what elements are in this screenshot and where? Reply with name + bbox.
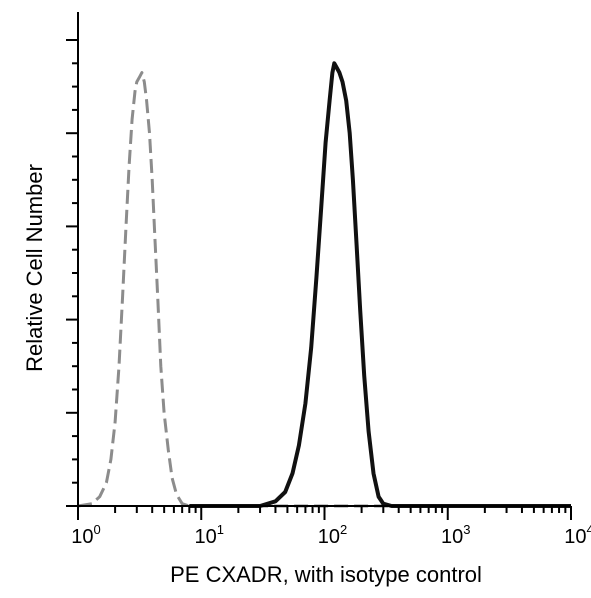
- x-axis-title: PE CXADR, with isotype control: [170, 562, 482, 587]
- x-tick-label: 104: [564, 522, 591, 548]
- tick-label-layer: 100 101 102 103 104: [71, 522, 591, 548]
- series-2-line: [189, 61, 571, 508]
- axis-layer: [66, 12, 572, 520]
- x-tick-label: 102: [318, 522, 347, 548]
- x-tick-label: 100: [71, 522, 100, 548]
- x-tick-label: 103: [441, 522, 470, 548]
- y-axis-title: Relative Cell Number: [22, 164, 47, 372]
- series-layer: [77, 61, 571, 508]
- series-1-line: [77, 71, 571, 508]
- x-tick-label: 101: [195, 522, 224, 548]
